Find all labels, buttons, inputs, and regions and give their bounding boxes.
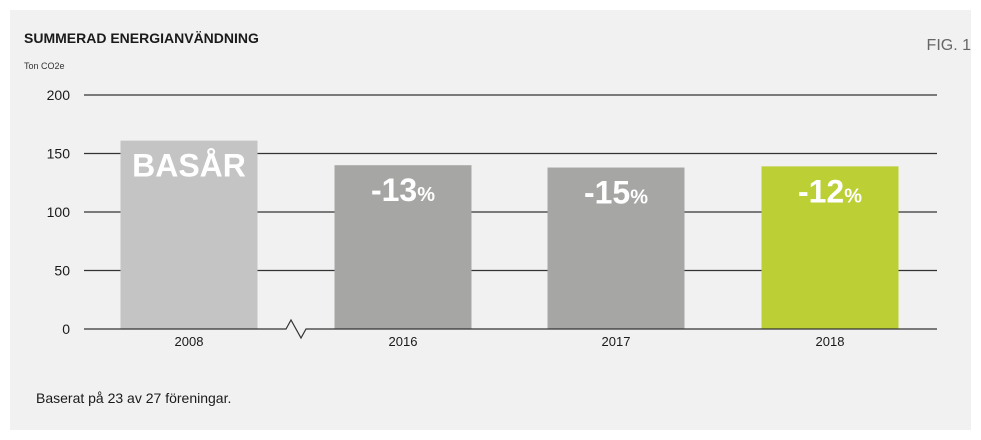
bar-2008 xyxy=(120,140,258,329)
y-tick-label-100: 100 xyxy=(47,204,71,220)
bars xyxy=(120,140,899,329)
x-tick-label-2016: 2016 xyxy=(389,334,418,349)
x-axis-baseline-with-break xyxy=(84,318,937,340)
bar-label-value: -15 xyxy=(584,175,630,211)
x-tick-label-2018: 2018 xyxy=(816,334,845,349)
figure-label: FIG. 1 xyxy=(926,37,971,54)
bar-label-2017: -15% xyxy=(584,175,648,211)
axis: 0 50 100 150 200 2008 2016 2017 2018 xyxy=(47,87,937,349)
y-tick-label-0: 0 xyxy=(62,321,70,337)
bar-label-value: -12 xyxy=(798,173,844,209)
bar-labels: BASÅR-13% -15% -12% xyxy=(132,148,862,211)
bar-label-2008: BASÅR xyxy=(132,148,246,184)
y-tick-label-150: 150 xyxy=(47,146,71,162)
x-tick-label-2017: 2017 xyxy=(602,334,631,349)
bar-2016 xyxy=(334,165,472,329)
bar-label-value: BASÅR xyxy=(132,148,246,184)
bar-2018 xyxy=(761,166,899,329)
bar-label-2016: -13% xyxy=(371,172,435,208)
bar-label-percent: % xyxy=(844,185,862,207)
x-tick-label-2008: 2008 xyxy=(175,334,204,349)
bar-label-percent: % xyxy=(630,187,648,209)
y-tick-label-50: 50 xyxy=(54,263,70,279)
y-axis-unit-label: Ton CO2e xyxy=(24,61,65,71)
bar-label-value: -13 xyxy=(371,172,417,208)
bar-label-percent: % xyxy=(417,184,435,206)
footnote: Baserat på 23 av 27 föreningar. xyxy=(36,390,232,406)
bar-label-2018: -12% xyxy=(798,173,862,209)
chart-title: SUMMERAD ENERGIANVÄNDNING xyxy=(24,30,259,46)
y-tick-label-200: 200 xyxy=(47,87,71,103)
bar-2017 xyxy=(547,167,685,329)
